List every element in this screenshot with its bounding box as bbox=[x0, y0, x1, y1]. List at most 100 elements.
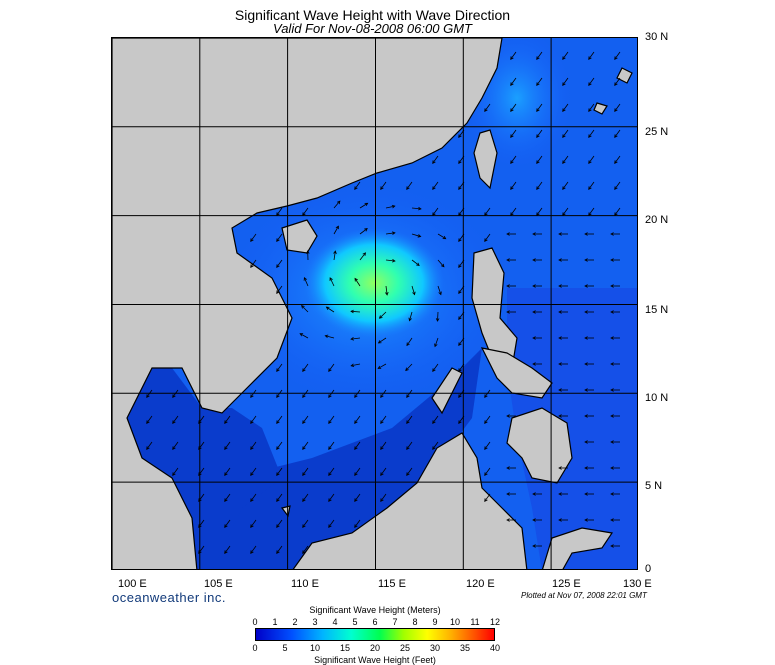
direction-arrow-head bbox=[536, 186, 540, 190]
land-taiwan bbox=[473, 129, 498, 190]
direction-arrow bbox=[276, 415, 283, 424]
direction-arrow-head bbox=[432, 446, 436, 450]
colorbar-tick: 6 bbox=[372, 617, 378, 627]
direction-arrow-head bbox=[364, 228, 368, 232]
direction-arrow-head bbox=[458, 394, 462, 398]
direction-arrow bbox=[536, 207, 543, 216]
direction-arrow bbox=[354, 415, 361, 424]
direction-arrow-head bbox=[610, 232, 614, 236]
direction-arrow-head bbox=[354, 472, 358, 476]
direction-arrow bbox=[406, 181, 413, 190]
direction-arrow bbox=[409, 311, 413, 321]
direction-arrow bbox=[588, 77, 595, 86]
direction-arrow-head bbox=[380, 186, 384, 190]
direction-arrow-head bbox=[562, 160, 566, 164]
direction-arrow-head bbox=[610, 414, 614, 418]
direction-arrow-head bbox=[302, 550, 306, 554]
colorbar-feet-ticks: 0 5 10 15 20 25 30 35 40 bbox=[252, 643, 500, 653]
direction-arrow-head bbox=[302, 212, 306, 216]
direction-arrow-head bbox=[392, 258, 396, 263]
direction-arrow-head bbox=[380, 446, 384, 450]
direction-arrow-head bbox=[536, 56, 540, 60]
direction-arrow-head bbox=[302, 498, 306, 502]
direction-arrow-head bbox=[328, 498, 332, 502]
direction-arrow-head bbox=[506, 492, 510, 496]
direction-arrow-head bbox=[536, 160, 540, 164]
direction-arrow bbox=[484, 493, 491, 502]
direction-arrow-head bbox=[506, 518, 510, 522]
direction-arrow-head bbox=[146, 446, 150, 450]
direction-arrow bbox=[276, 389, 283, 398]
direction-arrow-head bbox=[380, 498, 384, 502]
direction-arrow-head bbox=[276, 498, 280, 502]
direction-arrow bbox=[614, 181, 621, 190]
direction-arrow bbox=[562, 77, 569, 86]
direction-arrow bbox=[351, 337, 361, 340]
direction-arrow-head bbox=[198, 472, 202, 476]
land-mindanao bbox=[506, 407, 573, 484]
direction-arrow-head bbox=[391, 231, 396, 235]
direction-arrow bbox=[328, 441, 335, 450]
direction-arrow bbox=[354, 441, 361, 450]
direction-arrow bbox=[385, 285, 388, 295]
colorbar-tick: 2 bbox=[292, 617, 298, 627]
direction-arrow-head bbox=[224, 472, 228, 476]
lat-label-15n: 15 N bbox=[645, 304, 669, 316]
direction-arrow-head bbox=[198, 420, 202, 424]
direction-arrow bbox=[301, 305, 309, 313]
direction-arrow-head bbox=[458, 186, 462, 190]
colorbar-tick: 8 bbox=[412, 617, 418, 627]
direction-arrow bbox=[250, 389, 257, 398]
direction-arrow-head bbox=[558, 518, 562, 522]
lon-label-110e: 110 E bbox=[291, 578, 319, 590]
lon-label-100e: 100 E bbox=[118, 578, 147, 590]
direction-arrow bbox=[406, 441, 413, 450]
direction-arrow bbox=[276, 233, 283, 242]
direction-arrow bbox=[458, 363, 465, 372]
direction-arrow bbox=[276, 363, 283, 372]
direction-arrow-head bbox=[614, 212, 618, 216]
direction-arrow-head bbox=[484, 108, 488, 112]
direction-arrow-head bbox=[172, 446, 176, 450]
direction-arrow bbox=[328, 363, 335, 372]
direction-arrow-head bbox=[558, 258, 562, 262]
direction-arrow bbox=[172, 389, 179, 398]
direction-arrow bbox=[354, 389, 361, 398]
direction-arrow-head bbox=[484, 446, 488, 450]
direction-arrow-head bbox=[610, 492, 614, 496]
direction-arrow-head bbox=[458, 160, 462, 164]
direction-arrow-head bbox=[510, 108, 514, 112]
direction-arrow bbox=[588, 51, 595, 60]
direction-arrow bbox=[510, 77, 517, 86]
direction-arrow-head bbox=[362, 252, 366, 256]
direction-arrow bbox=[379, 311, 387, 319]
direction-arrow bbox=[250, 545, 257, 554]
direction-arrow bbox=[276, 259, 283, 268]
direction-arrow bbox=[250, 493, 257, 502]
direction-arrow-head bbox=[224, 524, 228, 528]
direction-arrow bbox=[484, 415, 491, 424]
chart-title: Significant Wave Height with Wave Direct… bbox=[234, 7, 511, 23]
direction-arrow bbox=[562, 103, 569, 112]
direction-arrow bbox=[536, 77, 543, 86]
direction-arrow-head bbox=[328, 446, 332, 450]
direction-arrow bbox=[536, 103, 543, 112]
direction-arrow bbox=[510, 181, 517, 190]
direction-arrow-head bbox=[432, 212, 436, 216]
direction-arrow-head bbox=[354, 394, 358, 398]
direction-arrow bbox=[458, 415, 465, 424]
colorbar-tick: 5 bbox=[352, 617, 358, 627]
lat-label-25n: 25 N bbox=[645, 126, 669, 138]
plotted-timestamp: Plotted at Nov 07, 2008 22:01 GMT bbox=[521, 591, 647, 600]
direction-arrow-head bbox=[302, 368, 306, 372]
direction-arrow-head bbox=[558, 492, 562, 496]
direction-arrow-head bbox=[584, 492, 588, 496]
direction-arrow bbox=[562, 51, 569, 60]
direction-arrow-head bbox=[458, 134, 462, 138]
direction-arrow bbox=[350, 310, 361, 313]
direction-arrow-head bbox=[406, 342, 410, 347]
direction-arrow-head bbox=[417, 234, 422, 238]
direction-arrow bbox=[224, 467, 231, 476]
direction-arrow bbox=[437, 233, 446, 240]
direction-arrow bbox=[614, 103, 621, 112]
